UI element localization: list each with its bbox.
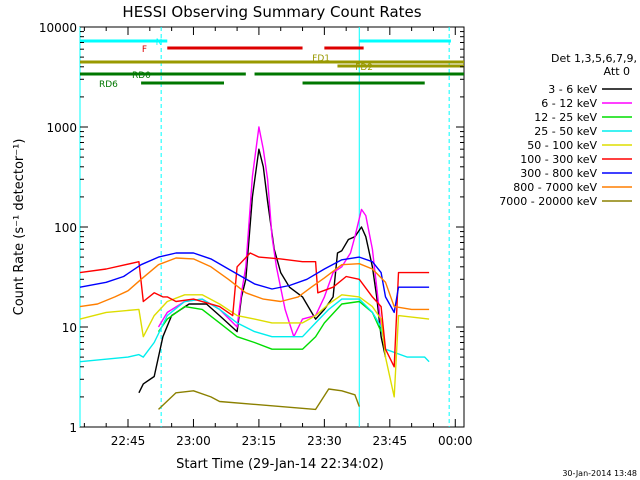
flag-label-n: N — [156, 38, 163, 48]
x-tick-label: 00:00 — [438, 434, 473, 448]
axes: 1 10 100 1000 10000 22:45 23:00 23:15 23:30 23:45… — [39, 21, 473, 448]
x-tick-label: 23:45 — [373, 434, 408, 448]
flag-bar-rd0 — [254, 72, 464, 76]
chart-title: HESSI Observing Summary Count Rates — [122, 3, 421, 21]
series-line-0 — [138, 148, 387, 394]
series-line-5 — [79, 252, 430, 368]
flag-bar-rd6 — [302, 81, 425, 85]
legend-entry-label: 50 - 100 keV — [527, 139, 597, 152]
series-layer — [79, 126, 430, 411]
flag-bar-f — [324, 46, 364, 50]
flag-bar-n — [80, 39, 168, 43]
legend-entry-label: 100 - 300 keV — [520, 153, 597, 166]
legend-entry-label: 7000 - 20000 keV — [499, 195, 597, 208]
flag-bar-rd0 — [80, 72, 246, 76]
flag-layer: NF FD1 FD2 RD0 RD6 — [80, 38, 464, 90]
series-line-8 — [158, 388, 360, 411]
flag-label-rd0: RD0 — [132, 71, 151, 81]
flag-bar-n — [359, 39, 451, 43]
flag-label-rd6: RD6 — [99, 80, 118, 90]
legend-title-line2: Att 0 — [604, 65, 630, 78]
flag-label-fd1: FD1 — [312, 54, 330, 64]
y-tick-label: 10 — [62, 321, 77, 335]
legend-entry-label: 6 - 12 keV — [541, 97, 597, 110]
y-tick-label: 100 — [54, 221, 77, 235]
series-line-7 — [79, 257, 430, 311]
footer-timestamp: 30-Jan-2014 13:48 — [562, 469, 637, 478]
flag-bar-fd2 — [337, 64, 464, 68]
series-line-2 — [157, 300, 382, 350]
x-tick-label: 23:15 — [242, 434, 277, 448]
x-axis-label: Start Time (29-Jan-14 22:34:02) — [176, 457, 384, 472]
y-tick-label: 1 — [69, 421, 77, 435]
series-line-3 — [79, 298, 430, 363]
legend-entry-label: 300 - 800 keV — [520, 167, 597, 180]
legend-entry-label: 12 - 25 keV — [534, 111, 597, 124]
x-tick-label: 23:00 — [176, 434, 211, 448]
y-axis-label: Count Rate (s⁻¹ detector⁻¹) — [12, 139, 27, 316]
flag-label-f: F — [142, 45, 147, 55]
x-tick-label: 22:45 — [111, 434, 146, 448]
plot-frame — [79, 26, 465, 428]
series-line-4 — [79, 294, 430, 398]
series-line-6 — [79, 252, 430, 314]
y-tick-label: 1000 — [46, 121, 77, 135]
series-line-1 — [157, 126, 382, 338]
legend-entry-label: 3 - 6 keV — [548, 83, 597, 96]
legend-entry-label: 25 - 50 keV — [534, 125, 597, 138]
legend-title-line1: Det 1,3,5,6,7,9, — [551, 52, 637, 65]
flag-bar-rd6 — [141, 81, 224, 85]
flag-bar-f — [167, 46, 303, 50]
legend-entry-label: 800 - 7000 keV — [513, 181, 597, 194]
x-tick-label: 23:30 — [307, 434, 342, 448]
flag-bar-fd1 — [80, 60, 464, 64]
flag-label-fd2: FD2 — [355, 63, 373, 73]
y-tick-label: 10000 — [39, 21, 77, 35]
